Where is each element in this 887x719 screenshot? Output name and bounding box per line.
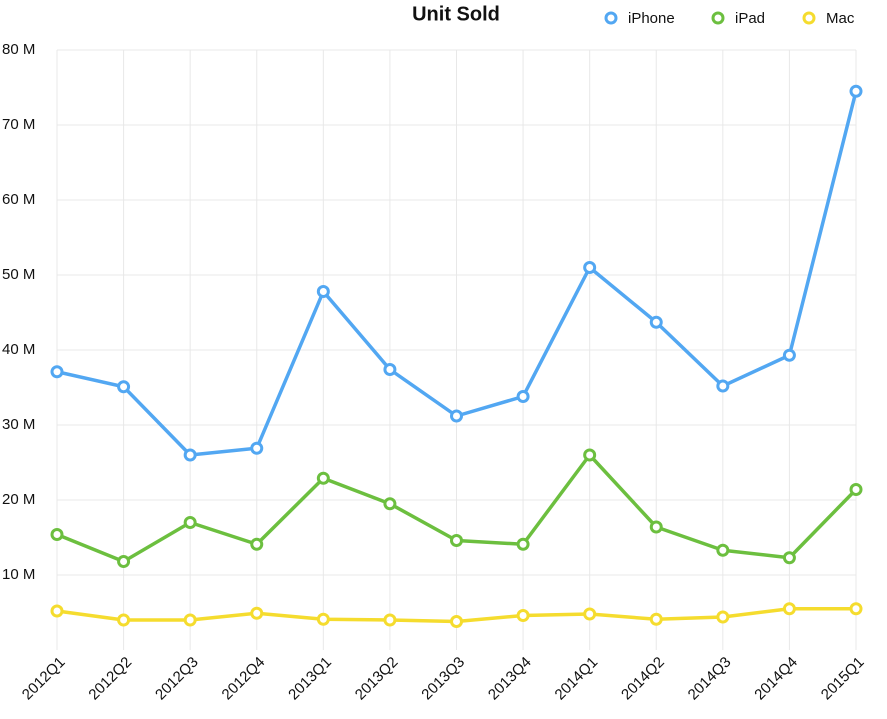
- legend-label: Mac: [826, 10, 855, 27]
- data-point: [649, 612, 663, 626]
- data-point: [450, 409, 463, 423]
- data-point: [50, 604, 64, 618]
- x-tick-label: 2014Q2: [618, 654, 668, 704]
- data-point: [450, 615, 463, 628]
- data-point: [716, 610, 730, 624]
- x-tick-label: 2014Q1: [552, 654, 602, 704]
- x-tick-label: 2013Q1: [285, 654, 335, 704]
- legend-marker: [711, 11, 725, 25]
- y-tick-label: 50 M: [2, 266, 35, 283]
- data-point: [649, 520, 663, 534]
- data-point: [250, 606, 264, 620]
- x-tick-label: 2014Q3: [685, 654, 735, 704]
- data-point: [316, 471, 330, 485]
- data-point: [117, 613, 131, 627]
- y-tick-label: 20 M: [2, 491, 35, 508]
- x-tick-label: 2013Q4: [485, 654, 535, 704]
- y-tick-label: 60 M: [2, 191, 35, 208]
- data-point: [583, 607, 597, 621]
- data-point: [716, 379, 730, 393]
- legend-marker: [802, 11, 816, 25]
- data-point: [583, 448, 597, 462]
- x-tick-label: 2012Q3: [152, 654, 202, 704]
- y-tick-label: 80 M: [2, 41, 35, 58]
- data-point: [782, 348, 796, 362]
- data-point: [50, 528, 64, 541]
- data-point: [183, 516, 197, 529]
- data-point: [117, 380, 131, 394]
- data-point: [516, 390, 530, 403]
- x-tick-label: 2012Q2: [85, 654, 135, 704]
- data-point: [383, 363, 397, 376]
- y-tick-label: 30 M: [2, 416, 35, 433]
- data-point: [849, 483, 863, 496]
- x-tick-label: 2015Q1: [818, 654, 868, 704]
- y-tick-label: 40 M: [2, 341, 35, 358]
- data-point: [782, 602, 796, 616]
- data-point: [782, 551, 796, 565]
- y-tick-label: 10 M: [2, 566, 35, 583]
- y-tick-label: 70 M: [2, 116, 35, 133]
- data-point: [250, 441, 264, 455]
- data-point: [117, 555, 131, 568]
- data-point: [516, 609, 530, 622]
- x-tick-label: 2012Q1: [19, 654, 69, 704]
- data-point: [250, 537, 264, 551]
- chart-title: Unit Sold: [412, 3, 500, 25]
- data-point: [183, 448, 197, 462]
- data-point: [849, 602, 863, 616]
- x-tick-label: 2013Q2: [352, 654, 402, 704]
- data-point: [316, 612, 330, 626]
- x-tick-label: 2014Q4: [751, 654, 801, 704]
- data-point: [583, 261, 597, 274]
- data-point: [183, 613, 197, 627]
- data-point: [450, 534, 463, 547]
- x-tick-label: 2012Q4: [219, 654, 269, 704]
- legend-marker: [604, 11, 618, 25]
- data-point: [383, 497, 397, 511]
- data-point: [383, 613, 397, 627]
- data-point: [716, 543, 730, 557]
- data-point: [649, 315, 663, 329]
- legend-label: iPhone: [628, 10, 675, 27]
- x-tick-label: 2013Q3: [418, 654, 468, 704]
- legend-label: iPad: [735, 10, 765, 27]
- data-point: [50, 365, 64, 379]
- data-point: [316, 285, 330, 298]
- data-point: [516, 537, 530, 551]
- data-point: [849, 84, 863, 98]
